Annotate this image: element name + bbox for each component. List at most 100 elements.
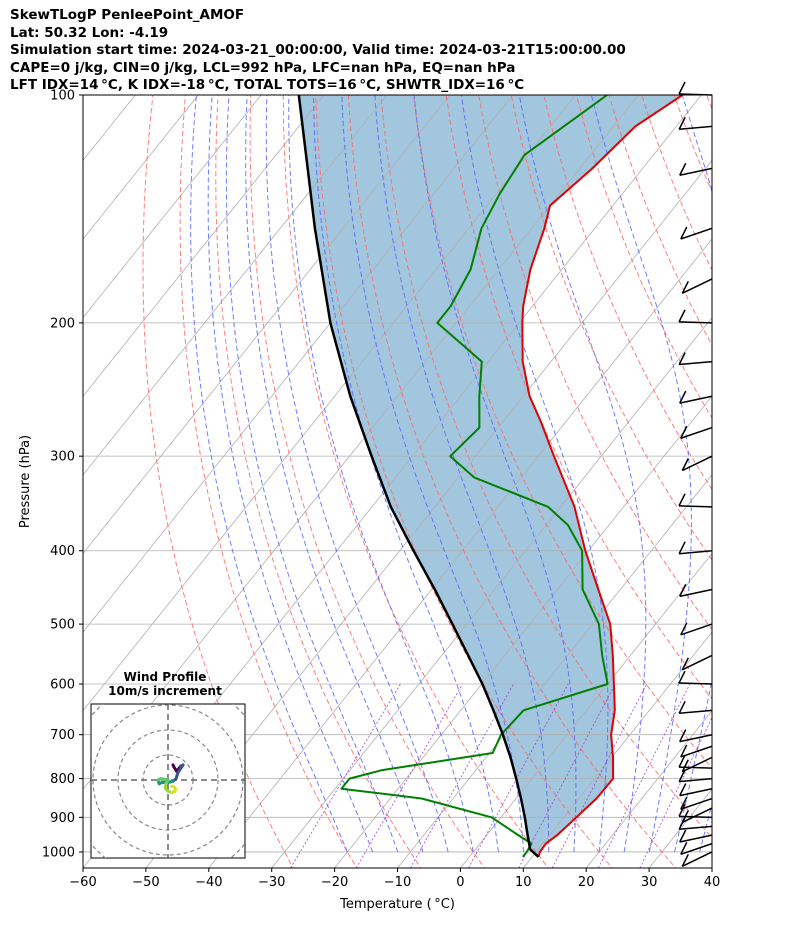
moist-adiabat bbox=[313, 95, 499, 853]
y-tick-label: 300 bbox=[50, 450, 75, 465]
wind-barb bbox=[680, 425, 713, 439]
wind-barb bbox=[680, 622, 713, 636]
wind-barb bbox=[681, 807, 713, 824]
y-tick-label: 900 bbox=[50, 811, 75, 826]
isotherm-line bbox=[522, 631, 712, 868]
mixing-ratio-line bbox=[355, 683, 463, 868]
wind-barb bbox=[678, 493, 713, 508]
wind-barb bbox=[681, 278, 713, 294]
y-tick-label: 200 bbox=[50, 316, 75, 331]
mixing-ratio-line bbox=[551, 683, 648, 868]
wind-barb bbox=[678, 81, 713, 96]
dry-adiabat bbox=[706, 95, 712, 111]
isotherm-line bbox=[208, 238, 712, 868]
moist-adiabat bbox=[590, 95, 692, 853]
wind-barb bbox=[681, 455, 713, 472]
mixing-ratio-line bbox=[518, 683, 616, 868]
isotherm-line bbox=[83, 95, 388, 476]
wind-barb bbox=[678, 670, 713, 685]
title-cape-cin: CAPE=0 j/kg, CIN=0 j/kg, LCL=992 hPa, LF… bbox=[10, 59, 516, 76]
wind-barb bbox=[678, 116, 713, 131]
y-tick-label: 1000 bbox=[42, 845, 75, 860]
moist-adiabat bbox=[674, 95, 712, 853]
isotherm-line bbox=[83, 95, 199, 240]
y-tick-label: 500 bbox=[50, 618, 75, 633]
x-axis-label: Temperature ( °C) bbox=[339, 897, 455, 912]
x-tick-label: −40 bbox=[195, 875, 222, 890]
moist-adiabat bbox=[190, 95, 348, 853]
x-tick-label: −10 bbox=[384, 875, 411, 890]
title-lat-lon: Lat: 50.32 Lon: -4.19 bbox=[10, 24, 169, 41]
figure-header: SkewTLogP PenleePoint_AMOF Lat: 50.32 Lo… bbox=[10, 7, 626, 95]
x-tick-label: 40 bbox=[704, 875, 721, 890]
title-indices: LFT IDX=14 °C, K IDX=-18 °C, TOTAL TOTS=… bbox=[10, 77, 525, 93]
y-tick-label: 100 bbox=[50, 89, 75, 104]
wind-barb bbox=[678, 352, 713, 366]
isotherm-line bbox=[145, 159, 712, 868]
dry-adiabat bbox=[445, 95, 712, 700]
x-tick-label: 0 bbox=[456, 875, 464, 890]
x-tick-label: −30 bbox=[258, 875, 285, 890]
dewpoint-profile bbox=[340, 95, 609, 858]
dry-adiabat bbox=[142, 95, 294, 868]
moist-adiabat bbox=[225, 95, 399, 853]
moist-adiabat bbox=[265, 95, 449, 853]
isotherm-line bbox=[711, 867, 712, 868]
isotherm-line bbox=[83, 95, 325, 397]
isotherm-line bbox=[334, 395, 712, 868]
y-tick-label: 700 bbox=[50, 728, 75, 743]
isotherm-line bbox=[585, 710, 712, 868]
isotherm-line bbox=[83, 95, 451, 555]
wind-barb bbox=[681, 851, 713, 867]
title-station: SkewTLogP PenleePoint_AMOF bbox=[10, 7, 245, 23]
x-tick-label: −20 bbox=[321, 875, 348, 890]
temperature-profile bbox=[521, 95, 684, 858]
moist-adiabat bbox=[207, 95, 374, 853]
wind-barb bbox=[678, 309, 713, 324]
x-tick-label: −50 bbox=[132, 875, 159, 890]
wind-barb bbox=[678, 700, 713, 715]
parcel-profile bbox=[297, 95, 540, 858]
x-tick-label: −60 bbox=[69, 875, 96, 890]
cape-cin-shading bbox=[298, 95, 683, 857]
mixing-ratio-line bbox=[597, 683, 691, 868]
wind-barb bbox=[679, 783, 713, 797]
y-tick-label: 800 bbox=[50, 772, 75, 787]
title-times: Simulation start time: 2024-03-21_00:00:… bbox=[10, 42, 626, 58]
hodograph-segment bbox=[170, 784, 176, 789]
dry-adiabat bbox=[641, 95, 712, 272]
wind-barb bbox=[678, 541, 713, 555]
isotherm-line bbox=[83, 95, 514, 633]
mixing-ratio-line bbox=[290, 683, 401, 868]
x-tick-label: 10 bbox=[515, 875, 532, 890]
isotherm-line bbox=[460, 552, 712, 868]
wind-barb bbox=[680, 796, 713, 810]
x-tick-label: 20 bbox=[578, 875, 595, 890]
wind-barb bbox=[679, 729, 713, 743]
moist-adiabat bbox=[288, 95, 474, 853]
isotherm-line bbox=[271, 316, 712, 868]
hodograph-subtitle-text: 10m/s increment bbox=[108, 684, 222, 698]
hodograph-title: Wind Profile 10m/s increment bbox=[92, 670, 238, 698]
dry-adiabat bbox=[772, 95, 794, 871]
dry-adiabat bbox=[739, 95, 794, 871]
mixing-ratio-line bbox=[468, 683, 569, 868]
moist-adiabat bbox=[699, 801, 712, 853]
hodograph-segment bbox=[176, 763, 185, 774]
x-tick-label: 30 bbox=[641, 875, 658, 890]
moist-adiabat bbox=[460, 95, 609, 853]
dry-adiabat bbox=[413, 95, 712, 769]
wind-barb bbox=[680, 744, 713, 758]
isotherm-line bbox=[83, 95, 576, 712]
isotherm-line bbox=[83, 95, 262, 319]
dry-adiabat bbox=[608, 95, 712, 347]
y-axis-label: Pressure (hPa) bbox=[18, 435, 33, 528]
wind-barb bbox=[679, 583, 713, 598]
dry-adiabat bbox=[575, 95, 712, 419]
hodograph-title-text: Wind Profile bbox=[123, 670, 207, 684]
dry-adiabat bbox=[478, 95, 712, 631]
dry-adiabat bbox=[249, 95, 486, 868]
wind-barb bbox=[679, 162, 713, 176]
wind-barb bbox=[681, 756, 713, 773]
dry-adiabat bbox=[282, 95, 549, 868]
